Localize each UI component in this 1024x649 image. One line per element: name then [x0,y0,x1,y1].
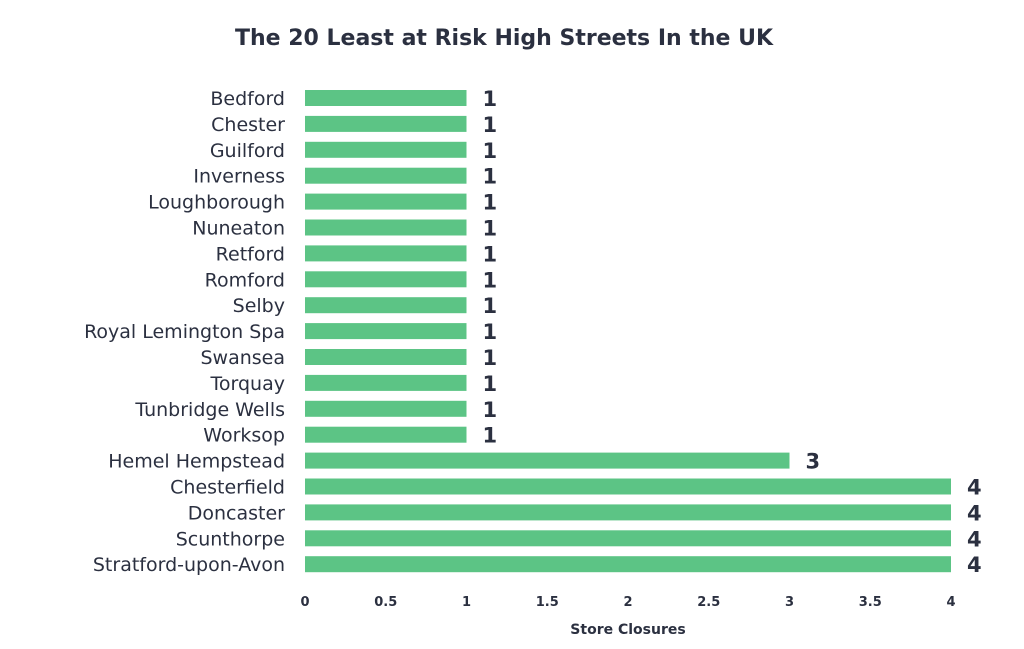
chart-title: The 20 Least at Risk High Streets In the… [235,26,773,51]
category-label: Romford [205,269,285,291]
x-tick-label: 3 [785,595,794,610]
category-label: Guilford [210,140,285,162]
data-label: 1 [483,268,498,292]
data-label: 1 [483,217,498,241]
data-label: 1 [483,87,498,111]
category-label: Retford [216,243,285,265]
category-label: Inverness [193,166,285,188]
bar [305,426,467,443]
bar [305,556,951,573]
x-tick-label: 4 [946,595,955,610]
category-label: Scunthorpe [176,528,285,550]
x-tick-label: 1 [462,595,471,610]
data-label: 1 [483,398,498,422]
bar [305,297,467,314]
category-label: Bedford [210,88,285,110]
category-label: Tunbridge Wells [134,399,285,421]
bar [305,374,467,391]
data-label: 4 [967,501,982,525]
bar [305,271,467,288]
bar [305,400,467,417]
category-label: Nuneaton [192,218,285,240]
bar [305,245,467,262]
x-tick-label: 1.5 [536,595,559,610]
category-label: Torquay [210,373,285,395]
category-label: Swansea [200,347,285,369]
bar [305,90,467,106]
bar [305,530,951,547]
category-label: Royal Lemington Spa [84,321,285,343]
bar [305,504,951,521]
x-axis-title: Store Closures [570,622,685,638]
bar [305,115,467,132]
category-label: Loughborough [148,192,285,214]
x-tick-label: 0 [300,595,309,610]
data-label: 4 [967,553,982,577]
data-label: 1 [483,320,498,344]
data-label: 1 [483,424,498,448]
data-label: 1 [483,113,498,137]
x-tick-label: 2.5 [697,595,720,610]
x-tick-label: 3.5 [859,595,882,610]
category-label: Stratford-upon-Avon [93,554,285,576]
data-label: 1 [483,372,498,396]
bar [305,193,467,210]
data-label: 4 [967,476,982,500]
x-tick-label: 0.5 [374,595,397,610]
data-label: 1 [483,165,498,189]
data-label: 1 [483,191,498,215]
data-label: 3 [806,450,821,474]
data-label: 1 [483,294,498,318]
x-tick-label: 2 [623,595,632,610]
category-label: Chesterfield [170,477,285,499]
bar [305,141,467,158]
category-label: Chester [211,114,285,136]
data-label: 1 [483,346,498,370]
bar [305,478,951,495]
category-label: Doncaster [188,502,285,524]
bar [305,452,790,469]
bar [305,349,467,365]
category-label: Selby [233,295,285,317]
data-label: 4 [967,527,982,551]
data-label: 1 [483,139,498,163]
data-label: 1 [483,242,498,266]
category-label: Hemel Hempstead [108,451,285,473]
category-label: Worksop [203,425,285,447]
bar [305,219,467,236]
bar [305,323,467,340]
bar [305,167,467,184]
